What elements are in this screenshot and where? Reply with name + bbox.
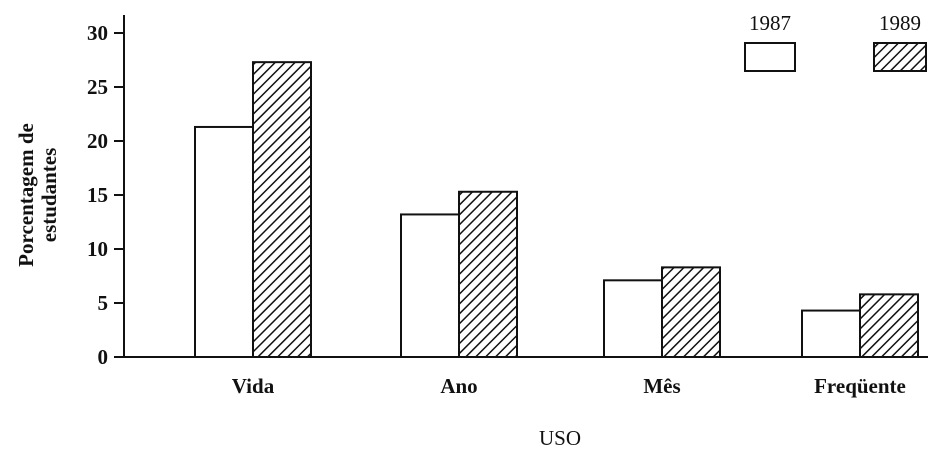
y-axis-title-line-2: estudantes (37, 148, 61, 243)
bar-1989-2 (661, 266, 721, 358)
y-tick-label: 20 (87, 129, 108, 153)
x-category-label: Ano (440, 374, 477, 398)
x-category-label: Vida (232, 374, 275, 398)
x-category-label: Mês (643, 374, 680, 398)
x-axis-title: USO (539, 426, 581, 450)
legend-label-1987: 1987 (749, 11, 791, 35)
y-axis: 0 5 10 15 20 25 30 (87, 15, 125, 369)
bar-1987-3 (801, 309, 861, 358)
bar-1989-3 (859, 293, 919, 358)
y-axis-title-line-1: Porcentagem de (14, 123, 38, 267)
y-tick-label: 10 (87, 237, 108, 261)
legend: 1987 1989 (744, 11, 927, 72)
y-tick-label: 25 (87, 75, 108, 99)
y-axis-title: Porcentagem de estudantes (14, 123, 61, 267)
bar-1989-1 (458, 190, 518, 358)
category-labels: Vida Ano Mês Freqüente (232, 374, 906, 398)
bar-1987-2 (603, 279, 663, 359)
legend-swatch-1989 (873, 42, 927, 72)
y-tick-label: 30 (87, 21, 108, 45)
legend-label-1989: 1989 (879, 11, 921, 35)
bar-1987-0 (194, 125, 254, 358)
bar-1987-1 (400, 213, 460, 358)
bar-1989-0 (252, 61, 312, 358)
y-tick-label: 0 (98, 345, 109, 369)
bars (194, 61, 919, 359)
y-tick-label: 5 (98, 291, 109, 315)
y-tick-label: 15 (87, 183, 108, 207)
legend-swatch-1987 (744, 42, 796, 72)
x-category-label: Freqüente (814, 374, 906, 398)
